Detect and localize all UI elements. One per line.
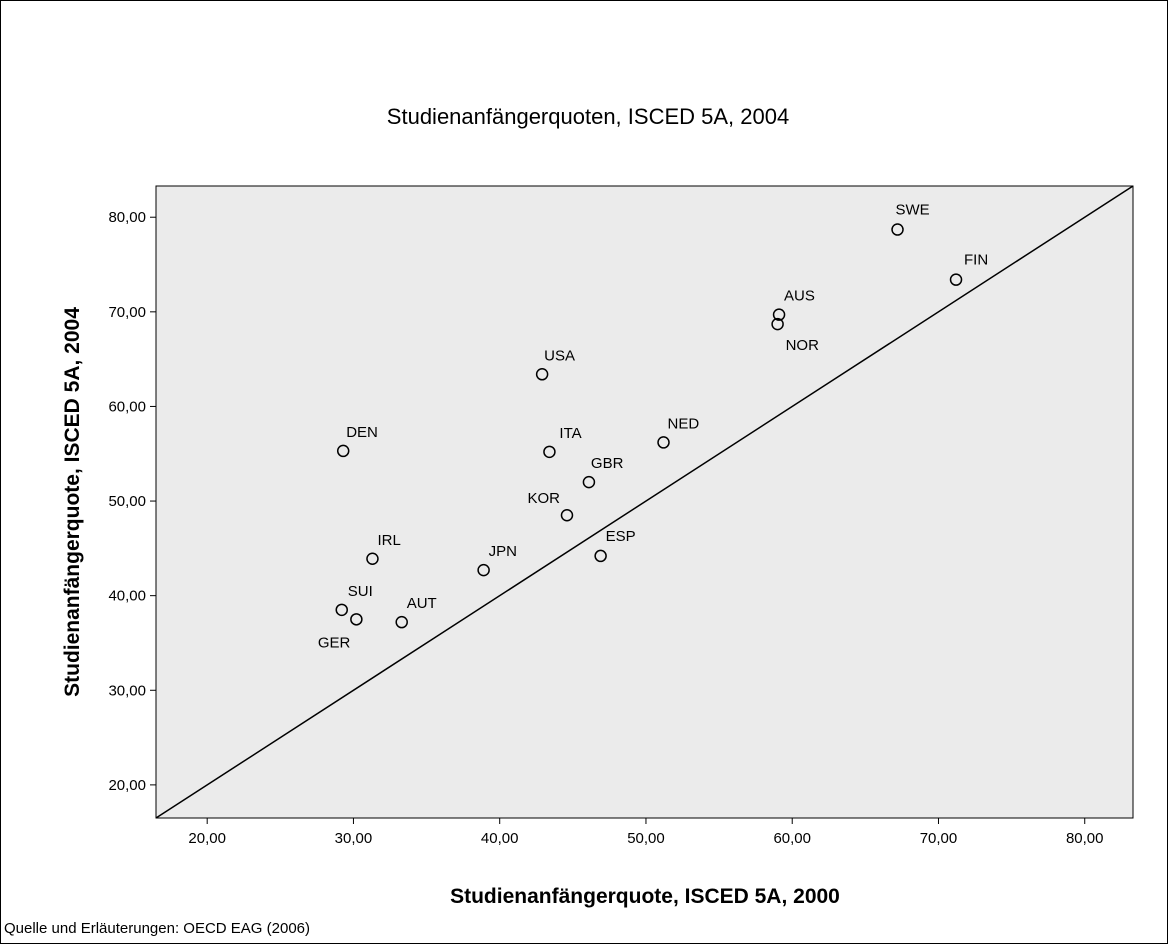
reference-line-layer	[155, 185, 1134, 819]
y-tick-label: 40,00	[108, 588, 146, 605]
point-label-irl: IRL	[377, 532, 400, 549]
data-point-gbr	[582, 475, 596, 489]
point-label-fin: FIN	[964, 252, 988, 269]
point-label-nor: NOR	[786, 337, 820, 354]
point-label-ned: NED	[668, 415, 700, 432]
x-tick-label: 30,00	[335, 830, 373, 847]
point-label-aus: AUS	[784, 288, 815, 305]
y-axis-title: Studienanfängerquote, ISCED 5A, 2004	[61, 307, 84, 697]
chart-title: Studienanfängerquoten, ISCED 5A, 2004	[387, 104, 789, 129]
data-point-aut	[395, 615, 408, 629]
data-point-jpn	[477, 563, 490, 577]
data-point-esp	[594, 549, 607, 563]
data-point-fin	[949, 273, 963, 286]
point-label-ita: ITA	[559, 425, 581, 442]
data-point-irl	[366, 552, 379, 566]
x-tick-label: 70,00	[920, 830, 958, 847]
point-label-aut: AUT	[407, 595, 437, 612]
point-label-den: DEN	[346, 424, 378, 441]
data-point-den	[336, 444, 350, 458]
data-point-swe	[891, 223, 904, 236]
data-point-ned	[657, 436, 670, 449]
y-tick-label: 80,00	[108, 209, 146, 226]
x-axis: 20,00 30,00 40,00 50,00 60,00 70,00 80,00	[188, 818, 1104, 847]
point-label-esp: ESP	[606, 528, 636, 545]
point-label-swe: SWE	[896, 202, 930, 219]
x-tick-label: 20,00	[188, 830, 226, 847]
point-label-sui: SUI	[348, 583, 373, 600]
data-point-aus	[772, 308, 786, 321]
point-label-gbr: GBR	[591, 455, 624, 472]
source-note: Quelle und Erläuterungen: OECD EAG (2006…	[4, 920, 310, 937]
x-axis-title: Studienanfängerquote, ISCED 5A, 2000	[450, 885, 840, 908]
y-tick-label: 20,00	[108, 777, 146, 794]
data-point-nor	[771, 317, 784, 331]
data-point-sui	[335, 603, 348, 617]
y-tick-label: 50,00	[108, 493, 146, 510]
x-tick-label: 80,00	[1066, 830, 1104, 847]
data-points: SWE FIN AUS NOR USA DEN ITA NED GBR KOR IRL JPN ESP S…	[318, 202, 988, 652]
data-point-ita	[543, 445, 556, 459]
point-label-jpn: JPN	[489, 543, 517, 560]
data-point-kor	[560, 508, 574, 522]
point-label-usa: USA	[544, 347, 575, 364]
y-tick-label: 60,00	[108, 398, 146, 415]
data-point-usa	[535, 368, 549, 381]
data-point-ger	[350, 613, 363, 626]
x-tick-label: 60,00	[773, 830, 811, 847]
x-tick-label: 40,00	[481, 830, 519, 847]
point-label-ger: GER	[318, 634, 351, 651]
point-label-kor: KOR	[527, 490, 560, 507]
y-tick-label: 70,00	[108, 304, 146, 321]
x-tick-label: 50,00	[627, 830, 665, 847]
reference-line	[155, 185, 1134, 819]
y-tick-label: 30,00	[108, 682, 146, 699]
y-axis: 20,00 30,00 40,00 50,00 60,00 70,00 80,00	[108, 209, 156, 794]
